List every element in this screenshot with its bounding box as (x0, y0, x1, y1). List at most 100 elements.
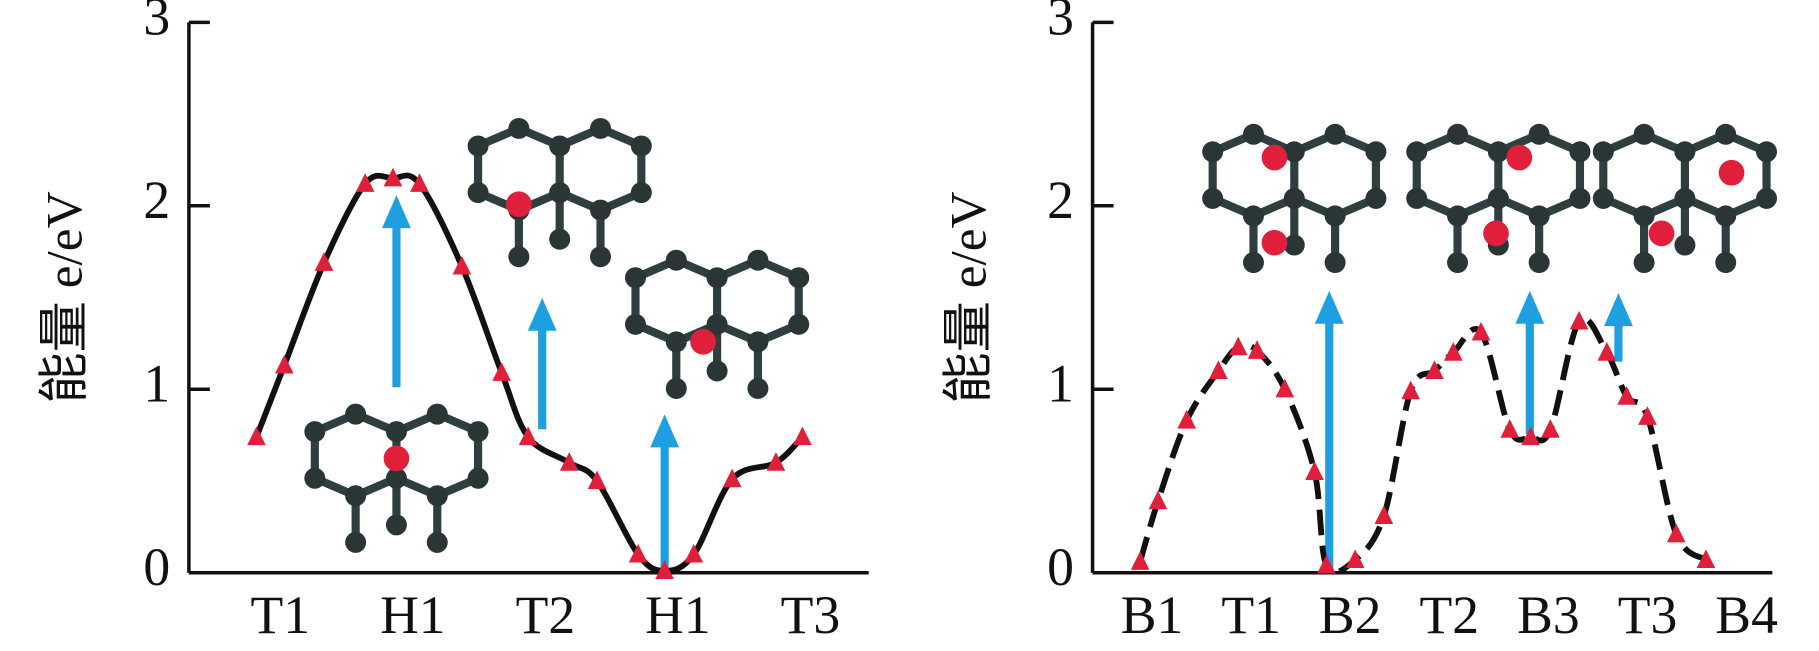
data-point (722, 468, 742, 488)
adatom (1506, 144, 1533, 171)
x-tick-label: T3 (1618, 585, 1678, 645)
data-point (1275, 378, 1295, 398)
atom (345, 531, 367, 553)
atom (1756, 141, 1778, 163)
atom (1487, 187, 1509, 209)
y-tick-label: 1 (143, 354, 170, 414)
y-tick-label: 2 (143, 170, 170, 230)
arrow-head (527, 297, 557, 331)
atom (1406, 141, 1428, 163)
atom (345, 403, 367, 425)
data-point (1666, 523, 1686, 543)
atom (385, 514, 407, 536)
atom (1528, 252, 1550, 274)
y-tick-label: 1 (1047, 354, 1074, 414)
atom (1406, 187, 1428, 209)
data-point (655, 560, 674, 580)
structure-image (1202, 123, 1387, 274)
data-point (1597, 342, 1617, 361)
data-point (587, 470, 607, 490)
data-point (1130, 551, 1150, 570)
data-point (1148, 490, 1168, 510)
atom (706, 360, 728, 382)
atom (426, 485, 448, 507)
arrow-head (1314, 290, 1344, 324)
atom (747, 249, 769, 271)
atom (1715, 123, 1737, 145)
data-point (1617, 386, 1637, 405)
data-point (1471, 321, 1491, 341)
y-tick-label: 3 (143, 0, 170, 47)
atom (706, 313, 728, 335)
structure-image (304, 403, 489, 553)
x-tick-label: T1 (1221, 585, 1281, 645)
atom (426, 403, 448, 425)
x-tick-label: H1 (645, 585, 711, 645)
data-point (410, 173, 429, 192)
structure-image (1592, 123, 1778, 274)
structure-image (1406, 123, 1591, 274)
atom (1528, 205, 1550, 227)
atom (1242, 205, 1264, 227)
x-tick-label: T2 (1420, 585, 1480, 645)
atom (1592, 141, 1614, 163)
adatom (690, 328, 716, 355)
data-point (247, 426, 266, 446)
atom (630, 135, 652, 157)
atom (1365, 187, 1387, 209)
arrow-head (1604, 293, 1633, 327)
atom (467, 421, 489, 443)
atom (426, 531, 448, 553)
data-point (1317, 554, 1336, 574)
atom (549, 135, 571, 157)
atom (1283, 187, 1305, 209)
atom (1715, 205, 1737, 227)
atom (1447, 123, 1469, 145)
atom (1202, 187, 1224, 209)
adatom (383, 445, 410, 472)
data-point (1500, 419, 1520, 438)
x-tick-label: B3 (1517, 585, 1580, 645)
atom (1242, 252, 1264, 274)
atom (1715, 252, 1737, 274)
atom (1633, 205, 1655, 227)
y-tick-label: 2 (1047, 170, 1074, 230)
atom (665, 331, 687, 353)
atom (345, 485, 367, 507)
data-point (314, 252, 334, 271)
atom (549, 182, 571, 204)
structure-image (624, 249, 810, 399)
x-tick-label: B1 (1121, 585, 1184, 645)
data-point (1305, 461, 1324, 480)
atom (1674, 141, 1696, 163)
data-point (628, 543, 648, 563)
atom (624, 267, 646, 289)
data-point (1374, 505, 1394, 524)
atom (1324, 205, 1346, 227)
atom (1592, 187, 1614, 209)
atom (508, 246, 530, 268)
y-tick-label: 0 (1047, 537, 1074, 597)
atom (624, 313, 646, 335)
data-point (452, 255, 472, 275)
data-point (1443, 342, 1463, 361)
data-point (1696, 549, 1716, 569)
atom (665, 249, 687, 271)
atom (467, 467, 489, 489)
atom (1569, 141, 1591, 163)
data-point (274, 354, 294, 374)
y-axis-label: 能量 e/eV (940, 191, 997, 403)
data-point (492, 362, 511, 381)
atom (1324, 123, 1346, 145)
atom (1365, 141, 1387, 163)
atom (1674, 187, 1696, 209)
atom (1447, 205, 1469, 227)
data-point (1541, 419, 1560, 438)
atom (1447, 252, 1469, 274)
y-axis-label: 能量 e/eV (37, 191, 94, 403)
structure-image (467, 117, 652, 268)
atom (467, 135, 489, 157)
atom (747, 377, 769, 399)
data-point (1209, 360, 1228, 380)
